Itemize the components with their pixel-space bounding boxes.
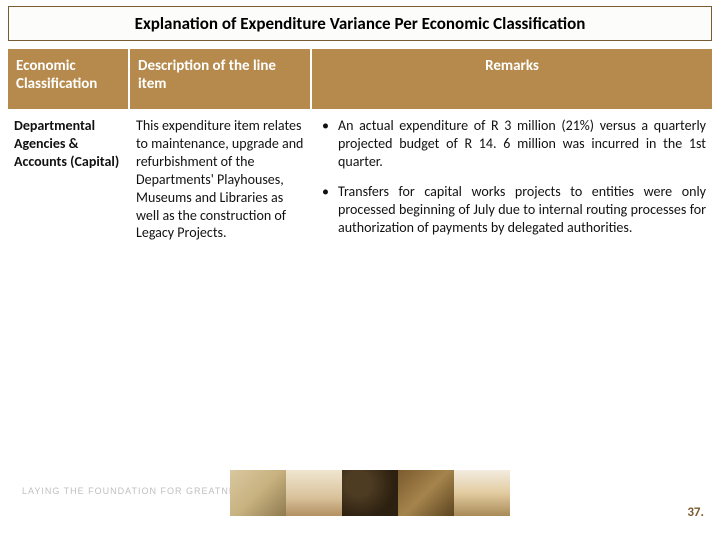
- footer-thumb-icon: [286, 470, 342, 516]
- footer-thumb-icon: [454, 470, 510, 516]
- remark-item: An actual expenditure of R 3 million (21…: [318, 117, 706, 171]
- cell-description: This expenditure item relates to mainten…: [130, 109, 310, 256]
- footer-tagline: LAYING THE FOUNDATION FOR GREATNESS: [22, 486, 250, 496]
- header-economic-classification: Economic Classification: [8, 49, 128, 109]
- header-description: Description of the line item: [130, 49, 310, 109]
- footer-thumb-icon: [398, 470, 454, 516]
- footer-thumb-icon: [230, 470, 286, 516]
- cell-remarks: An actual expenditure of R 3 million (21…: [312, 109, 712, 256]
- variance-table: Economic Classification Description of t…: [6, 49, 714, 256]
- footer: LAYING THE FOUNDATION FOR GREATNESS 37.: [0, 472, 720, 532]
- page-number: 37.: [687, 505, 704, 520]
- footer-thumb-icon: [342, 470, 398, 516]
- table-row: Departmental Agencies & Accounts (Capita…: [8, 109, 712, 256]
- page-title: Explanation of Expenditure Variance Per …: [8, 6, 712, 41]
- remark-item: Transfers for capital works projects to …: [318, 183, 706, 237]
- cell-classification: Departmental Agencies & Accounts (Capita…: [8, 109, 128, 256]
- table-header-row: Economic Classification Description of t…: [8, 49, 712, 109]
- header-remarks: Remarks: [312, 49, 712, 109]
- footer-image-strip: [230, 470, 510, 516]
